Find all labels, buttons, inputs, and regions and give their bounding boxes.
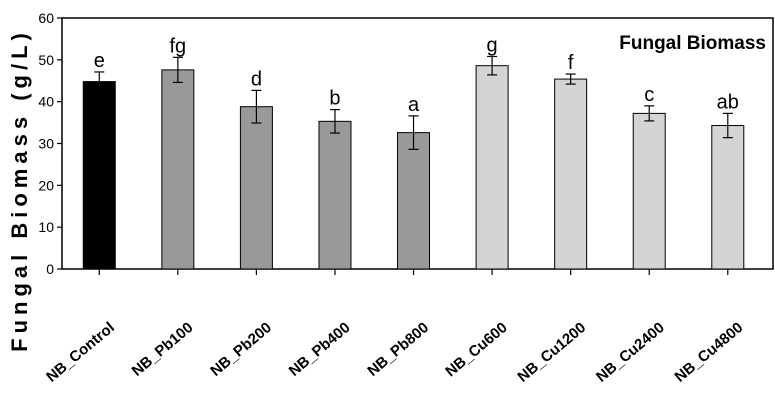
bar — [711, 125, 745, 270]
significance-label: f — [568, 52, 574, 74]
y-axis-title: Fungal Biomass (g/L) — [7, 28, 32, 352]
y-tick-label: 0 — [46, 261, 54, 277]
x-category-label: NB_Pb100 — [129, 319, 197, 380]
bar — [632, 112, 666, 270]
significance-label: g — [487, 34, 498, 56]
y-tick-label: 20 — [38, 177, 54, 193]
bar — [397, 132, 431, 270]
bar — [554, 78, 588, 270]
x-category-label: NB_Cu600 — [442, 319, 510, 380]
bar — [161, 69, 195, 270]
y-tick-label: 10 — [38, 219, 54, 235]
x-category-label: NB_Cu4800 — [672, 319, 747, 386]
x-category-label: NB_Cu1200 — [514, 319, 589, 386]
y-tick-label: 40 — [38, 94, 54, 110]
x-category-label: NB_Pb200 — [207, 319, 275, 380]
chart-title: Fungal Biomass — [619, 33, 766, 54]
bar — [475, 65, 509, 270]
y-tick-label: 60 — [38, 10, 54, 26]
y-tick-label: 30 — [38, 136, 54, 152]
bar — [239, 106, 273, 270]
x-category-label: NB_Pb400 — [286, 319, 354, 380]
significance-label: d — [251, 68, 262, 90]
x-category-label: NB_Cu2400 — [593, 319, 668, 386]
significance-label: fg — [170, 35, 187, 57]
x-category-label: NB_Pb800 — [364, 319, 432, 380]
bar — [82, 81, 116, 270]
y-tick-label: 50 — [38, 52, 54, 68]
significance-label: b — [329, 88, 340, 110]
significance-label: a — [408, 94, 420, 116]
significance-label: c — [644, 84, 654, 106]
significance-label: ab — [717, 91, 739, 113]
bar — [318, 120, 352, 270]
significance-label: e — [94, 50, 105, 72]
x-category-label: NB_Control — [43, 319, 118, 386]
